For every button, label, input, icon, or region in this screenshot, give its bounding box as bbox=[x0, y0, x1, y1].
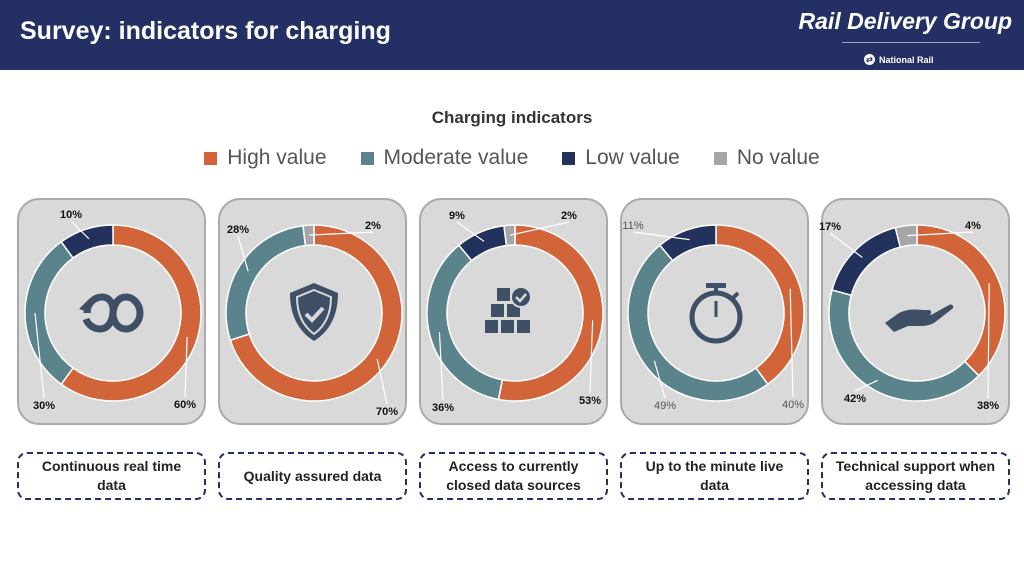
chart-title: Charging indicators bbox=[431, 108, 593, 127]
donut-chart-panel: 53% 36% 9% 2% bbox=[419, 198, 608, 425]
donut-chart-panel: 38% 42% 17% 4% bbox=[818, 198, 1010, 425]
national-rail-icon: ⇄ bbox=[864, 54, 875, 65]
donut-chart-panel: 40% 49% 11% bbox=[620, 198, 809, 425]
data-label-low: 9% bbox=[449, 210, 465, 222]
donut-chart bbox=[426, 221, 604, 402]
indicator-label-box: Up to the minute live data bbox=[620, 452, 809, 500]
donut-segment-none bbox=[302, 224, 315, 247]
divider bbox=[842, 42, 980, 43]
national-rail-logo: ⇄ National Rail bbox=[864, 54, 934, 65]
donut-segment-low bbox=[658, 224, 717, 262]
leader-line bbox=[184, 337, 188, 398]
leader-line bbox=[854, 379, 878, 392]
legend-swatch bbox=[204, 151, 218, 165]
header-bar: Survey: indicators for charging Rail Del… bbox=[0, 0, 1024, 70]
donut-chart bbox=[24, 220, 202, 402]
leader-line bbox=[829, 232, 863, 258]
donut-chart bbox=[828, 224, 1006, 402]
page-title: Survey: indicators for charging bbox=[20, 17, 391, 45]
legend: High value Moderate value Low value No v… bbox=[0, 146, 1024, 170]
legend-item-low: Low value bbox=[562, 146, 680, 170]
data-label-none: 2% bbox=[365, 220, 381, 232]
donut-segment-moderate bbox=[225, 224, 307, 342]
data-label-high: 60% bbox=[173, 399, 197, 411]
leader-line bbox=[907, 231, 974, 237]
leader-line bbox=[789, 288, 794, 398]
donut-segment-moderate bbox=[627, 244, 769, 402]
donut-chart-panel: 60% 30% 10% bbox=[17, 198, 206, 425]
donut-segment-high bbox=[497, 224, 604, 402]
donut-segment-high bbox=[229, 224, 403, 402]
legend-label: No value bbox=[736, 146, 820, 169]
data-label-high: 53% bbox=[578, 395, 602, 407]
indicator-label-box: Access to currently closed data sources bbox=[419, 452, 608, 500]
data-label-moderate: 28% bbox=[226, 224, 250, 236]
donut-segment-low bbox=[831, 226, 902, 297]
legend-label: Low value bbox=[585, 146, 680, 169]
leader-line bbox=[438, 332, 444, 401]
data-label-none: 4% bbox=[965, 220, 981, 232]
donut-chart-panel: 70% 28% 2% bbox=[218, 198, 407, 425]
data-label-low: 11% bbox=[622, 220, 644, 232]
leader-line bbox=[456, 221, 485, 242]
leader-line bbox=[632, 231, 690, 241]
leader-line bbox=[653, 360, 666, 399]
legend-item-moderate: Moderate value bbox=[360, 146, 529, 170]
donut-segment-moderate bbox=[24, 240, 75, 386]
donut-chart bbox=[225, 224, 403, 405]
data-label-moderate: 30% bbox=[32, 400, 56, 412]
legend-swatch bbox=[360, 151, 374, 165]
data-label-moderate: 49% bbox=[653, 400, 677, 412]
legend-item-high: High value bbox=[204, 146, 327, 170]
leader-line bbox=[376, 358, 388, 405]
data-label-low: 17% bbox=[818, 221, 842, 233]
indicator-label-box: Quality assured data bbox=[218, 452, 407, 500]
leader-line bbox=[309, 231, 374, 236]
donut-segment-none bbox=[894, 224, 918, 249]
donut-segment-none bbox=[503, 224, 516, 247]
data-label-high: 70% bbox=[375, 406, 399, 418]
infinity-icon bbox=[79, 293, 144, 333]
hand-icon bbox=[885, 304, 954, 332]
donut-segment-high bbox=[916, 224, 1006, 377]
leader-line bbox=[70, 220, 90, 240]
boxes-check-icon bbox=[485, 286, 532, 333]
legend-swatch bbox=[562, 151, 576, 165]
indicator-label-box: Technical support when accessing data bbox=[821, 452, 1010, 500]
data-label-moderate: 36% bbox=[431, 402, 455, 414]
shield-check-icon bbox=[290, 283, 338, 341]
donut-segment-moderate bbox=[828, 289, 980, 402]
data-label-high: 38% bbox=[976, 400, 1000, 412]
donut-segment-low bbox=[60, 224, 114, 260]
legend-label: Moderate value bbox=[383, 146, 529, 169]
data-label-high: 40% bbox=[781, 399, 805, 411]
data-label-low: 10% bbox=[59, 209, 83, 221]
data-label-moderate: 42% bbox=[843, 393, 867, 405]
data-label-none: 2% bbox=[561, 210, 577, 222]
stopwatch-icon bbox=[689, 283, 743, 344]
leader-line bbox=[509, 221, 570, 236]
brand-logo: Rail Delivery Group bbox=[798, 8, 1012, 34]
leader-line bbox=[237, 235, 249, 272]
indicator-label-box: Continuous real time data bbox=[17, 452, 206, 500]
legend-swatch bbox=[713, 151, 727, 165]
donut-chart bbox=[627, 224, 805, 402]
leader-line bbox=[34, 312, 45, 399]
legend-item-none: No value bbox=[713, 146, 820, 170]
leader-line bbox=[589, 320, 594, 394]
donut-segment-high bbox=[60, 224, 202, 402]
legend-label: High value bbox=[227, 146, 327, 169]
sub-brand: National Rail bbox=[879, 54, 934, 65]
leader-line bbox=[987, 283, 990, 399]
